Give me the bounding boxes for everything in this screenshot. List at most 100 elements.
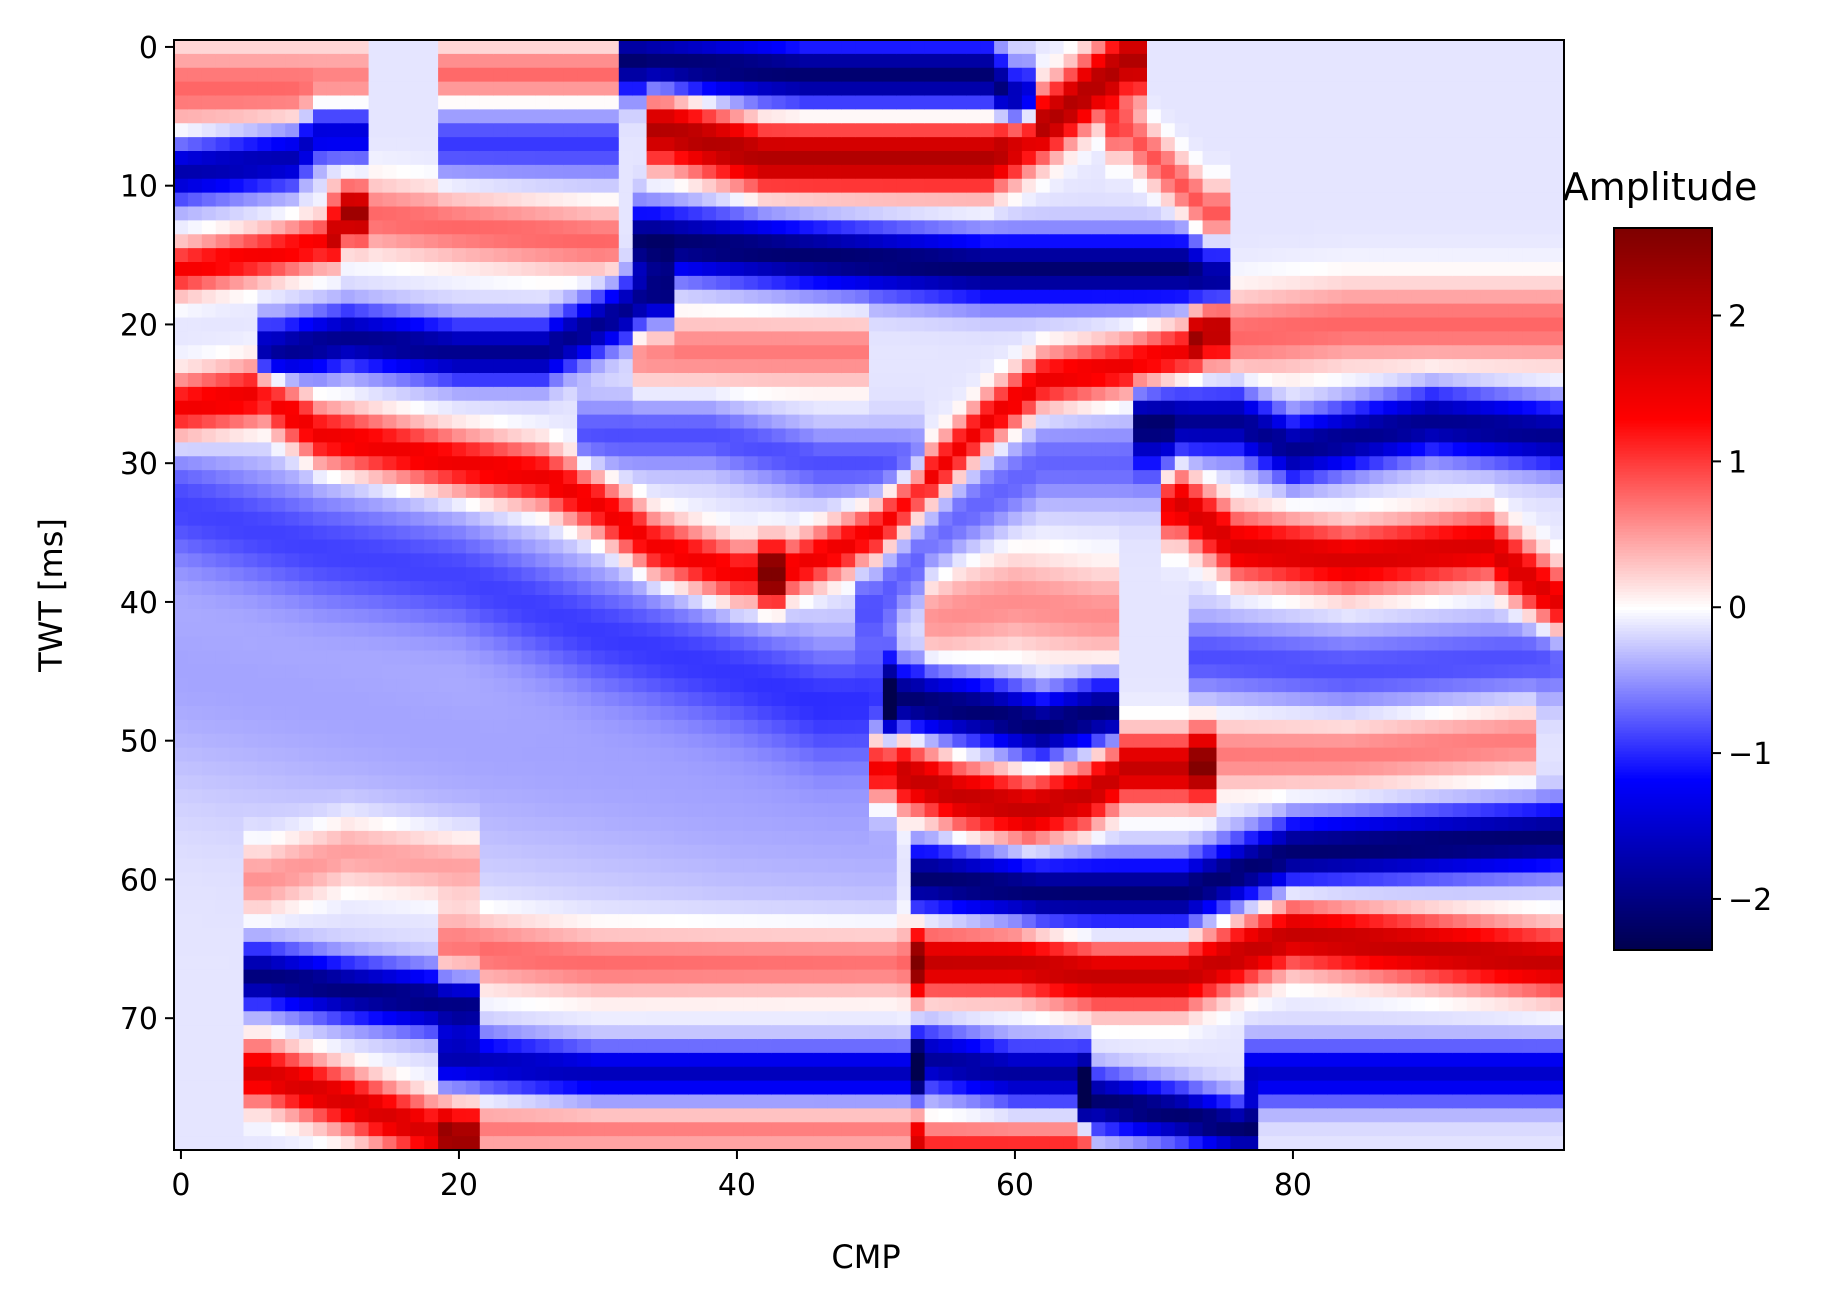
heatmap-cell <box>465 844 481 860</box>
heatmap-cell <box>827 484 842 499</box>
heatmap-cell <box>743 248 759 263</box>
heatmap-cell <box>702 1108 717 1123</box>
heatmap-cell <box>938 373 953 388</box>
heatmap-cell <box>549 428 564 443</box>
heatmap-cell <box>841 428 856 443</box>
heatmap-cell <box>326 511 342 527</box>
heatmap-cell <box>604 192 620 208</box>
heatmap-cell <box>1021 53 1037 69</box>
heatmap-cell <box>924 900 940 915</box>
heatmap-cell <box>215 650 231 665</box>
heatmap-cell <box>813 636 828 652</box>
heatmap-cell <box>882 317 898 332</box>
heatmap-cell <box>368 941 384 957</box>
heatmap-cell <box>980 67 995 83</box>
heatmap-cell <box>549 206 564 221</box>
heatmap-cell <box>646 900 662 915</box>
heatmap-cell <box>743 123 759 138</box>
heatmap-cell <box>785 345 801 360</box>
heatmap-cell <box>1008 1080 1023 1096</box>
heatmap-cell <box>799 608 814 624</box>
heatmap-cell <box>549 595 564 610</box>
heatmap-cell <box>785 178 801 194</box>
heatmap-cell <box>632 262 648 277</box>
heatmap-cell <box>535 262 550 277</box>
heatmap-cell <box>841 414 856 430</box>
heatmap-cell <box>493 40 509 55</box>
heatmap-cell <box>743 817 759 832</box>
heatmap-cell <box>910 40 926 55</box>
heatmap-cell <box>966 345 981 360</box>
heatmap-cell <box>604 539 620 554</box>
heatmap-cell <box>452 109 467 124</box>
heatmap-cell <box>452 581 467 596</box>
heatmap-cell <box>313 262 328 277</box>
heatmap-cell <box>174 123 189 138</box>
heatmap-cell <box>841 137 856 152</box>
heatmap-cell <box>994 331 1009 346</box>
heatmap-cell <box>785 692 801 707</box>
heatmap-cell <box>1021 1136 1037 1151</box>
heatmap-cell <box>410 275 425 291</box>
heatmap-cell <box>465 456 481 471</box>
heatmap-cell <box>521 1025 536 1040</box>
heatmap-cell <box>827 164 842 180</box>
heatmap-cell <box>813 303 828 319</box>
heatmap-cell <box>591 803 606 818</box>
heatmap-cell <box>354 1094 370 1109</box>
heatmap-cell <box>438 525 453 541</box>
heatmap-cell <box>980 1052 995 1068</box>
heatmap-cell <box>257 206 272 221</box>
heatmap-cell <box>563 1052 578 1068</box>
heatmap-cell <box>757 53 773 69</box>
heatmap-cell <box>1021 400 1037 416</box>
heatmap-cell <box>201 178 217 194</box>
heatmap-cell <box>382 497 397 513</box>
heatmap-cell <box>493 192 509 208</box>
heatmap-cell <box>424 220 439 235</box>
heatmap-cell <box>980 1011 995 1026</box>
heatmap-cell <box>716 275 731 291</box>
heatmap-cell <box>855 248 870 263</box>
heatmap-cell <box>716 928 731 943</box>
heatmap-cell <box>285 456 300 471</box>
heatmap-cell <box>841 747 856 763</box>
heatmap-cell <box>438 1052 453 1068</box>
heatmap-cell <box>438 220 453 235</box>
heatmap-cell <box>285 1094 300 1109</box>
heatmap-cell <box>521 872 536 887</box>
heatmap-cell <box>618 567 634 582</box>
heatmap-cell <box>757 789 773 804</box>
heatmap-cell <box>896 955 912 971</box>
heatmap-cell <box>396 650 411 665</box>
heatmap-cell <box>299 192 314 208</box>
heatmap-cell <box>785 428 801 443</box>
heatmap-cell <box>994 470 1009 485</box>
heatmap-cell <box>771 581 787 596</box>
heatmap-cell <box>257 886 272 901</box>
heatmap-cell <box>340 151 356 166</box>
heatmap-cell <box>354 1066 370 1082</box>
heatmap-cell <box>882 345 898 360</box>
heatmap-cell <box>313 872 328 887</box>
heatmap-cell <box>229 706 245 721</box>
heatmap-cell <box>271 692 286 707</box>
heatmap-cell <box>201 969 217 985</box>
heatmap-cell <box>730 40 745 55</box>
heatmap-cell <box>688 567 703 582</box>
heatmap-cell <box>646 53 662 69</box>
heatmap-cell <box>966 373 981 388</box>
heatmap-cell <box>855 456 870 471</box>
heatmap-cell <box>201 206 217 221</box>
heatmap-cell <box>827 414 842 430</box>
heatmap-cell <box>591 220 606 235</box>
heatmap-cell <box>368 1108 384 1123</box>
heatmap-cell <box>716 567 731 582</box>
heatmap-cell <box>424 553 439 568</box>
heatmap-cell <box>507 511 523 527</box>
heatmap-cell <box>785 109 801 124</box>
heatmap-cell <box>396 123 411 138</box>
heatmap-cell <box>257 428 272 443</box>
heatmap-cell <box>326 151 342 166</box>
heatmap-cell <box>869 303 884 319</box>
